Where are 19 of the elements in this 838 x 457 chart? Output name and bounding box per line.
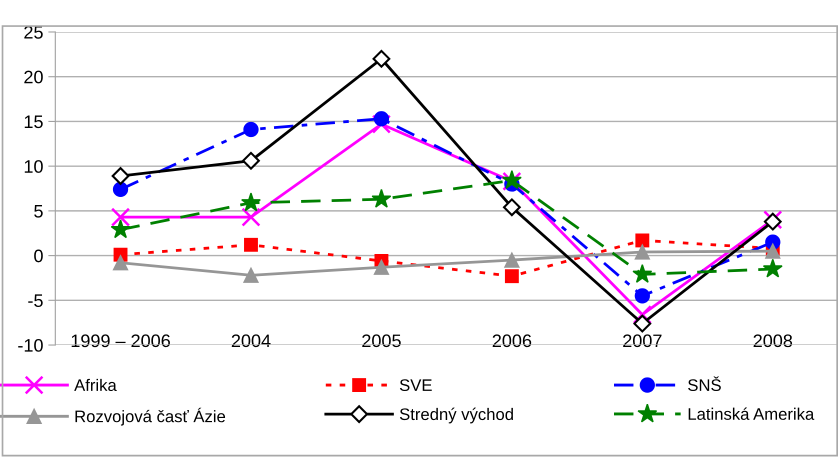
x-tick-label: 1999 – 2006 <box>72 334 170 348</box>
x-tick-label: 2005 <box>362 334 401 348</box>
x-tick-label: 2008 <box>754 334 792 348</box>
x-tick-label: 2004 <box>232 334 271 348</box>
y-tick-label: -10 <box>18 338 43 352</box>
y-tick-label: 15 <box>24 116 43 128</box>
y-tick-label: 5 <box>34 204 43 218</box>
legend-label: Stredný východ <box>400 408 513 424</box>
x-tick-label: 2006 <box>492 334 532 348</box>
legend-label: Afrika <box>74 378 117 392</box>
x-tick-label: 2007 <box>623 334 662 348</box>
y-tick-label: -5 <box>28 294 43 308</box>
legend-label: Rozvojová časť Ázie <box>75 408 226 426</box>
y-tick-label: 0 <box>34 250 43 262</box>
legend-label: Latinská Amerika <box>688 407 814 420</box>
y-tick-label: 10 <box>24 160 43 173</box>
legend-label: SVE <box>400 379 432 392</box>
y-tick-label: 20 <box>24 70 43 84</box>
legend-label: SNŠ <box>688 376 721 392</box>
